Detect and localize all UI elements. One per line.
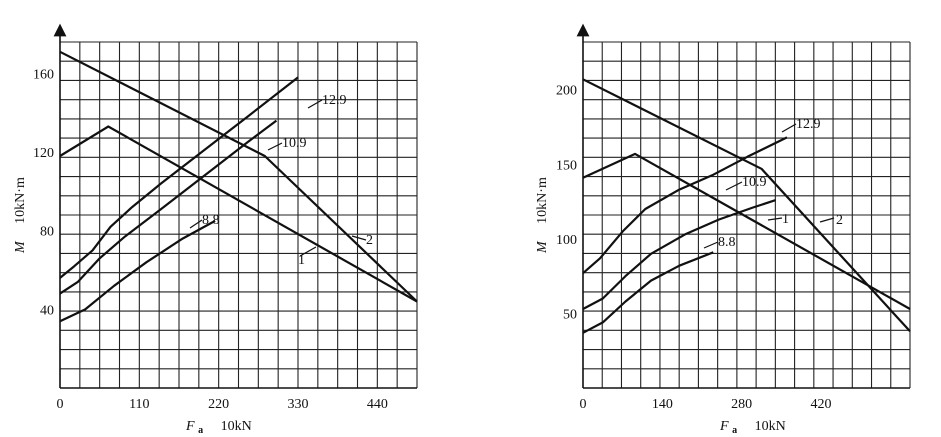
y-axis-unit: 10kN·m [535,177,550,224]
x-tick-label: 280 [731,397,752,412]
x-tick-label: 420 [811,397,832,412]
series-label-1: 1 [782,212,789,227]
series-label-8-8: 8.8 [718,235,736,250]
series-line-1 [582,152,911,310]
y-tick-label: 40 [40,303,54,318]
series-label-leader [819,217,835,223]
y-tick-label: 150 [556,158,577,173]
chart-left: 0 110 220 330 440 40 80 120 160 12.9 10.9 8.8 1 2 M … [13,23,418,437]
y-axis-symbol: M [535,240,550,254]
series-label-leader [725,181,743,191]
grid-right [583,41,911,388]
x-tick-label: 140 [652,397,673,412]
y-tick-label: 160 [33,67,54,82]
axes-left [53,23,417,389]
series-label-8-8: 8.8 [202,213,220,228]
x-tick-label: 0 [57,397,64,412]
series-label-12-9: 12.9 [322,93,347,108]
y-tick-label: 100 [556,233,577,248]
y-axis-label-left: M 10kN·m [13,177,28,254]
series-label-leader [307,99,323,109]
series-label-1: 1 [298,253,305,268]
y-tick-label: 50 [563,307,577,322]
y-axis-label-right: M 10kN·m [535,177,550,254]
x-axis-label-left: F a 10kN [185,419,252,437]
series-label-leader [781,123,797,133]
x-tick-label: 440 [367,397,388,412]
x-axis-subscript: a [732,425,737,436]
series-right [582,78,911,334]
tick-labels-left: 0 110 220 330 440 40 80 120 160 [33,67,388,412]
series-left [59,50,418,323]
series-line-2 [59,50,418,303]
x-axis-label-right: F a 10kN [719,419,786,437]
x-tick-label: 0 [580,397,587,412]
x-axis-symbol: F [185,419,195,434]
series-label-2: 2 [836,213,843,228]
series-line-8-8 [582,251,714,334]
series-label-leader [299,246,317,257]
series-label-2: 2 [366,233,373,248]
series-label-leader [351,235,367,241]
series-label-leader [189,219,203,229]
series-line-2 [582,78,911,333]
x-tick-label: 330 [288,397,309,412]
x-axis-unit: 10kN [755,419,786,434]
series-label-leader [703,241,719,249]
series-label-12-9: 12.9 [796,117,821,132]
series-line-12-9 [59,76,299,279]
x-tick-label: 220 [208,397,229,412]
x-axis-symbol: F [719,419,729,434]
series-labels-right: 12.9 10.9 8.8 1 2 [703,117,843,250]
series-line-1 [59,125,418,303]
tick-labels-right: 0 140 280 420 50 100 150 200 [556,84,832,412]
series-labels-left: 12.9 10.9 8.8 1 2 [189,93,373,268]
y-tick-label: 200 [556,84,577,99]
grid-left [60,41,418,388]
y-tick-label: 80 [40,225,54,240]
y-axis-unit: 10kN·m [13,177,28,224]
series-line-10-9 [59,119,278,295]
series-line-8-8 [59,219,216,323]
series-line-10-9 [582,199,777,310]
x-tick-label: 110 [129,397,149,412]
series-label-10-9: 10.9 [742,175,767,190]
y-tick-label: 120 [33,146,54,161]
axes-right [576,23,910,389]
series-label-leader [267,142,283,151]
x-axis-unit: 10kN [221,419,252,434]
x-axis-subscript: a [198,425,203,436]
y-axis-symbol: M [13,240,28,254]
series-label-10-9: 10.9 [282,136,307,151]
series-label-leader [767,217,783,221]
chart-right: 0 140 280 420 50 100 150 200 12.9 10.9 8.8 1 2 M 10… [535,23,911,437]
